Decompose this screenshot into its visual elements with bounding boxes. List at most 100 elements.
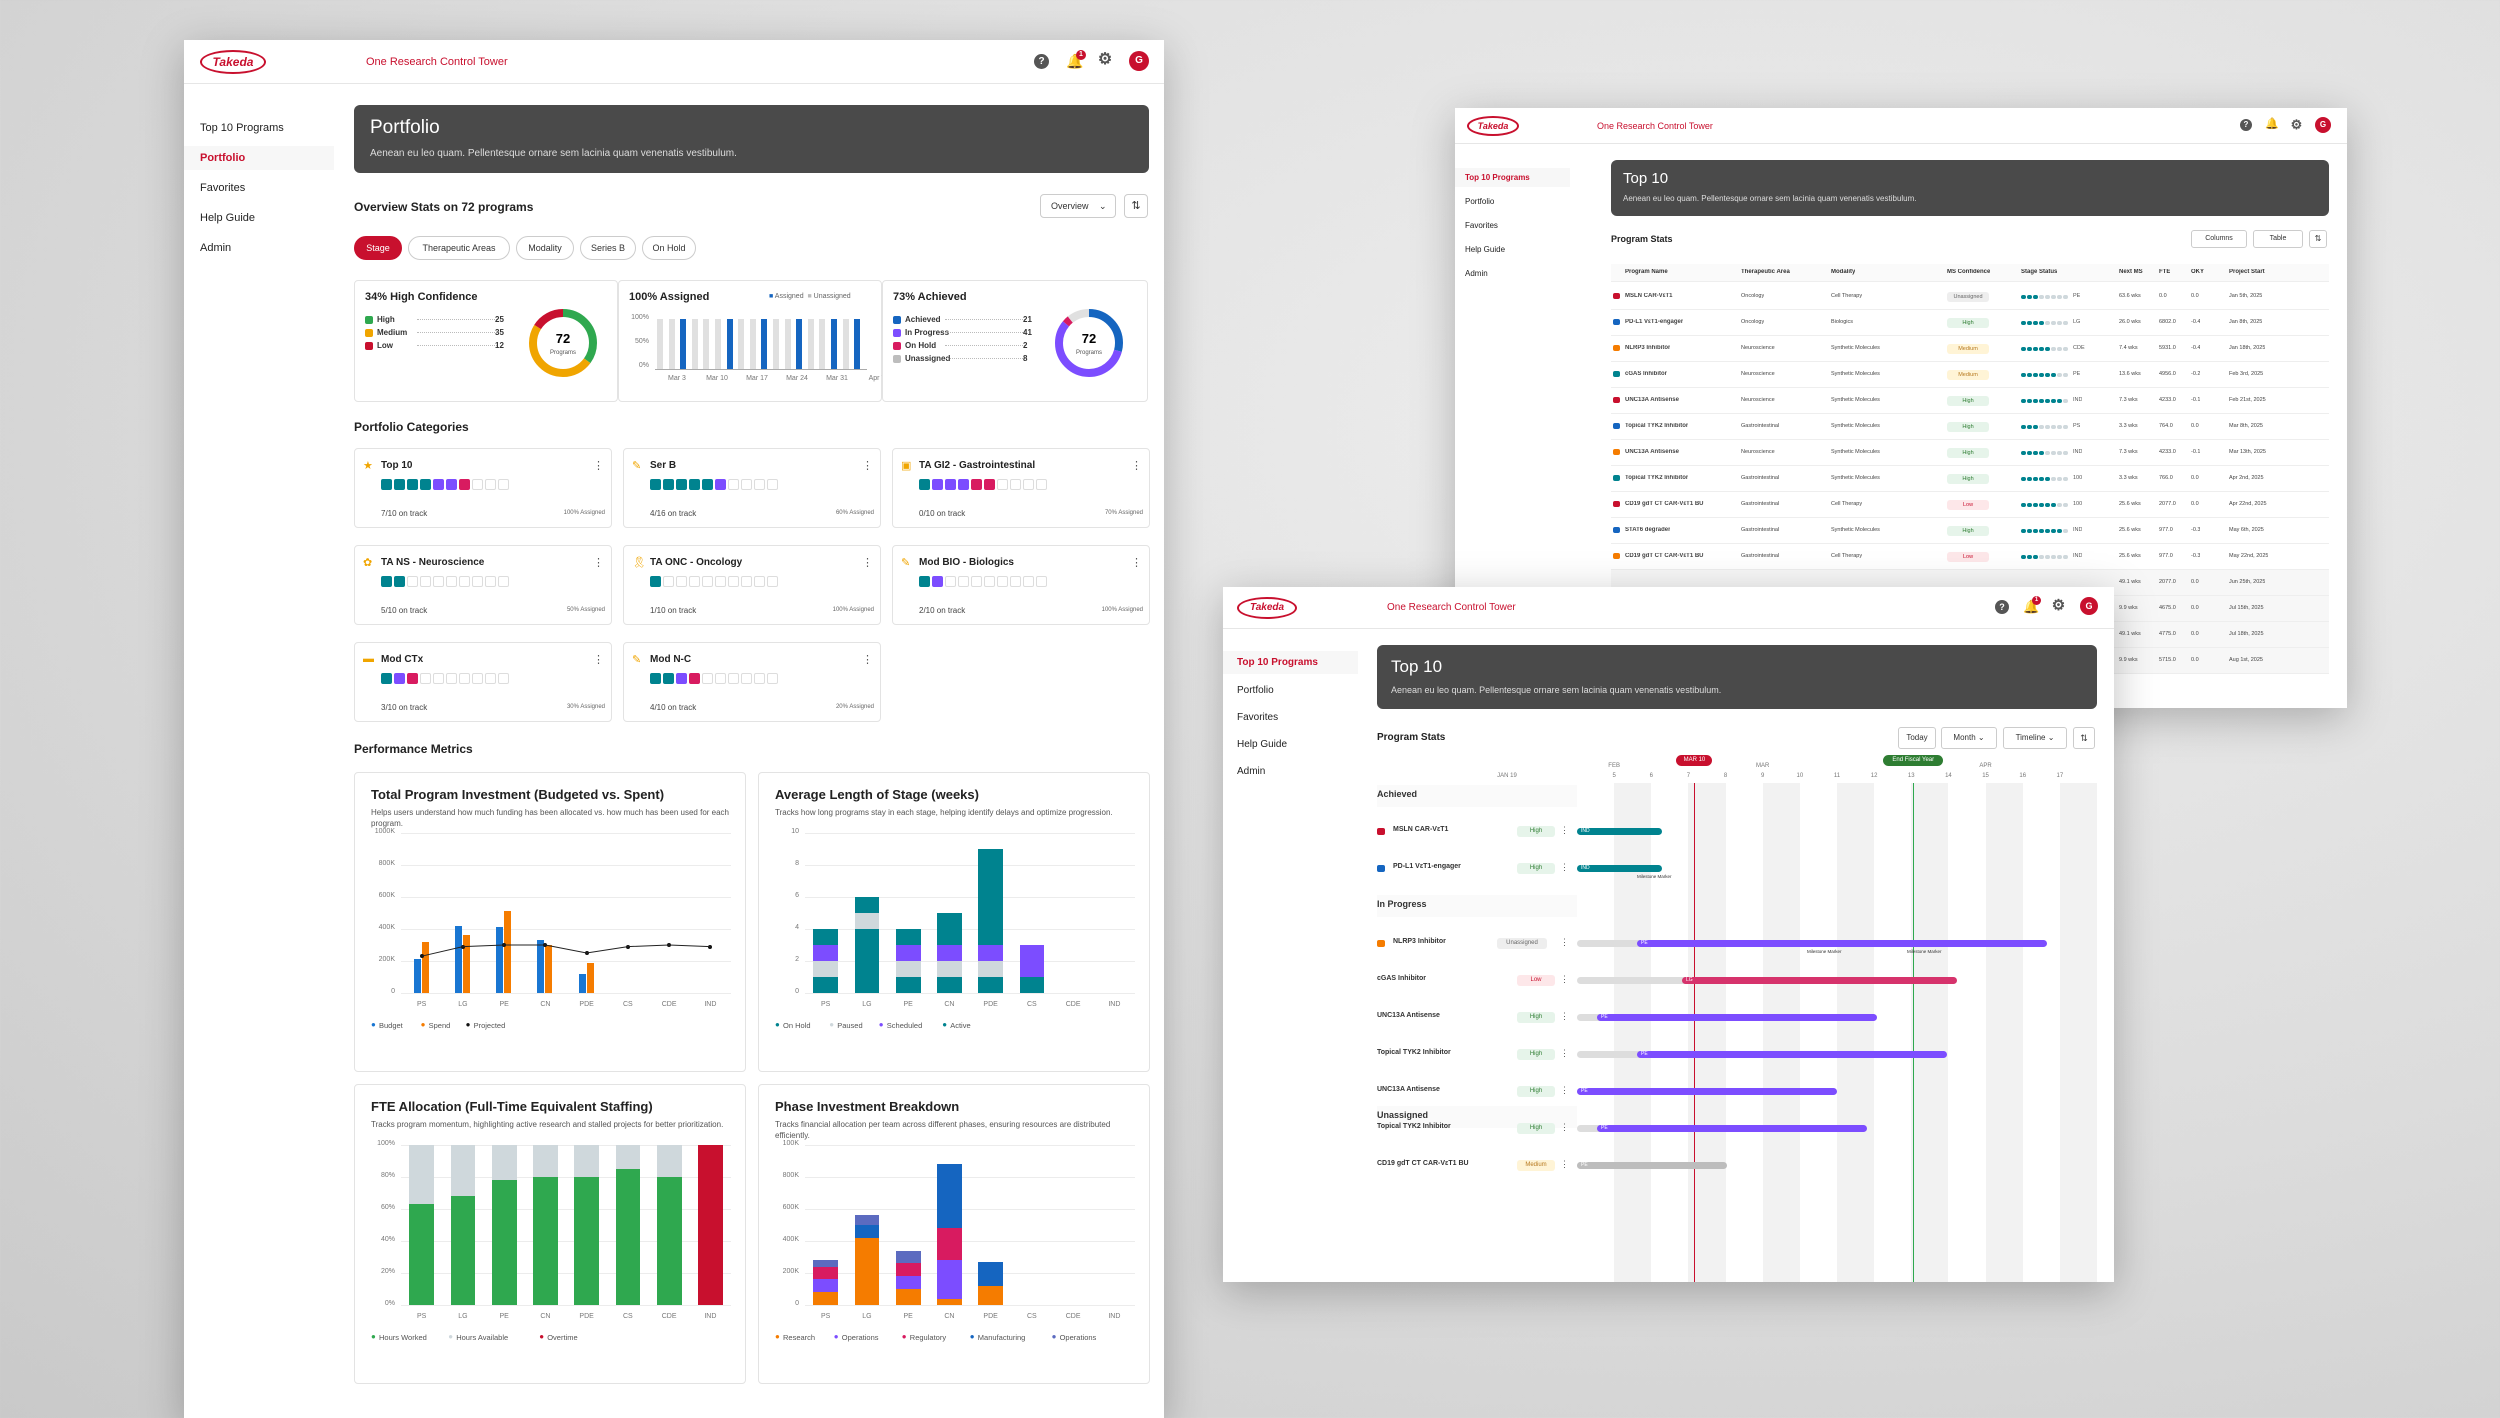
column-header[interactable]: Therapeutic Area: [1741, 269, 1790, 275]
nav-portfolio[interactable]: Portfolio: [184, 146, 334, 170]
table-row[interactable]: STAT6 degrader Gastrointestinal Synthetic …: [1611, 518, 2329, 544]
table-row[interactable]: UNC13A Antisense Neuroscience Synthetic Mo…: [1611, 388, 2329, 414]
nav-top10[interactable]: Top 10 Programs: [200, 122, 284, 134]
more-icon[interactable]: ⋮: [1560, 862, 1569, 872]
column-header[interactable]: MS Confidence: [1947, 269, 1991, 275]
table-row[interactable]: UNC13A Antisense Neuroscience Synthetic Mo…: [1611, 440, 2329, 466]
column-header[interactable]: Project Start: [2229, 269, 2265, 275]
table-row[interactable]: MSLN CAR-VεT1 Oncology Cell Therapy Unassig…: [1611, 284, 2329, 310]
app-title[interactable]: One Research Control Tower: [366, 56, 508, 68]
more-icon[interactable]: ⋮: [1560, 1048, 1569, 1058]
gantt-bar[interactable]: [1637, 940, 2047, 947]
filter-button[interactable]: ⇅: [2309, 230, 2327, 248]
overview-select[interactable]: Overview ⌄: [1040, 194, 1116, 218]
tab-therapeutic-areas[interactable]: Therapeutic Areas: [408, 236, 510, 260]
table-row[interactable]: Topical TYK2 Inhibitor Gastrointestinal Sy…: [1611, 414, 2329, 440]
more-icon[interactable]: ⋮: [1560, 1122, 1569, 1132]
nav-top10[interactable]: Top 10 Programs: [1455, 168, 1570, 187]
table-row[interactable]: cGAS Inhibitor Neuroscience Synthetic Mole…: [1611, 362, 2329, 388]
table-row[interactable]: NLRP3 Inhibitor Neuroscience Synthetic Mol…: [1611, 336, 2329, 362]
nav-favorites[interactable]: Favorites: [200, 182, 246, 194]
table-row[interactable]: PD-L1 VεT1-engager Oncology Biologics High L…: [1611, 310, 2329, 336]
avatar[interactable]: G: [2080, 597, 2098, 615]
avatar[interactable]: G: [2315, 117, 2331, 133]
app-title[interactable]: One Research Control Tower: [1597, 121, 1713, 131]
nav-favorites[interactable]: Favorites: [1465, 221, 1498, 230]
gantt-bar[interactable]: [1682, 977, 1957, 984]
more-icon[interactable]: ⋮: [1560, 1085, 1569, 1095]
column-header[interactable]: Program Name: [1625, 269, 1668, 275]
nav-help-guide[interactable]: Help Guide: [200, 212, 256, 224]
help-icon[interactable]: ?: [1995, 600, 2009, 614]
more-icon[interactable]: ⋮: [1131, 557, 1142, 569]
tab-series-b[interactable]: Series B: [580, 236, 636, 260]
more-icon[interactable]: ⋮: [1560, 974, 1569, 984]
gantt-bar[interactable]: [1637, 1051, 1947, 1058]
nav-portfolio[interactable]: Portfolio: [1237, 685, 1274, 696]
timeline-select[interactable]: Timeline ⌄: [2003, 727, 2067, 749]
category-card[interactable]: 🎗 TA ONC - Oncology ⋮ 1/10 on track 100% Ass…: [623, 545, 881, 625]
nav-help-guide[interactable]: Help Guide: [1237, 739, 1288, 750]
category-card[interactable]: ▣ TA GI2 - Gastrointestinal ⋮ 0/10 on track…: [892, 448, 1150, 528]
nav-admin[interactable]: Admin: [200, 242, 232, 254]
help-icon[interactable]: ?: [2240, 119, 2252, 131]
gear-icon[interactable]: ⚙: [1097, 51, 1113, 68]
more-icon[interactable]: ⋮: [1560, 1159, 1569, 1169]
gear-icon[interactable]: ⚙: [2051, 597, 2066, 614]
takeda-logo[interactable]: Takeda: [200, 50, 266, 74]
avatar[interactable]: G: [1129, 51, 1149, 71]
category-card[interactable]: ✿ TA NS - Neuroscience ⋮ 5/10 on track 50% A…: [354, 545, 612, 625]
today-button[interactable]: Today: [1898, 727, 1936, 749]
takeda-logo[interactable]: Takeda: [1237, 597, 1297, 619]
tab-on-hold[interactable]: On Hold: [642, 236, 696, 260]
table-row[interactable]: CD19 gdT CT CAR-VεT1 BU Gastrointestinal C…: [1611, 492, 2329, 518]
table-row[interactable]: Topical TYK2 Inhibitor Gastrointestinal Sy…: [1611, 466, 2329, 492]
category-card[interactable]: ✎ Ser B ⋮ 4/16 on track 60% Assigned: [623, 448, 881, 528]
category-card[interactable]: ✎ Mod BIO - Biologics ⋮ 2/10 on track 100% A…: [892, 545, 1150, 625]
gantt-bar[interactable]: [1597, 1014, 1877, 1021]
more-icon[interactable]: ⋮: [862, 460, 873, 472]
tab-modality[interactable]: Modality: [516, 236, 574, 260]
takeda-logo[interactable]: Takeda: [1467, 116, 1519, 136]
month-select[interactable]: Month ⌄: [1941, 727, 1997, 749]
app-title[interactable]: One Research Control Tower: [1387, 602, 1516, 613]
column-header[interactable]: OKY: [2191, 269, 2205, 275]
tab-stage[interactable]: Stage: [354, 236, 402, 260]
column-header[interactable]: Next MS: [2119, 269, 2143, 275]
gantt-bar[interactable]: [1577, 865, 1662, 872]
column-header[interactable]: Stage Status: [2021, 269, 2058, 275]
help-icon[interactable]: ?: [1034, 54, 1049, 69]
nav-admin[interactable]: Admin: [1465, 269, 1488, 278]
table-view-select[interactable]: Table: [2253, 230, 2303, 248]
column-header[interactable]: Modality: [1831, 269, 1856, 275]
gantt-bar[interactable]: [1577, 1162, 1727, 1169]
category-card[interactable]: ▬ Mod CTx ⋮ 3/10 on track 30% Assigned: [354, 642, 612, 722]
nav-help-guide[interactable]: Help Guide: [1465, 245, 1506, 254]
filter-button[interactable]: ⇅: [1124, 194, 1148, 218]
table-row[interactable]: CD19 gdT CT CAR-VεT1 BU Gastrointestinal C…: [1611, 544, 2329, 570]
progress-square: [741, 479, 752, 490]
bell-icon[interactable]: 🔔: [2265, 118, 2279, 130]
gantt-bar[interactable]: [1577, 1088, 1837, 1095]
nav-admin[interactable]: Admin: [1237, 766, 1266, 777]
more-icon[interactable]: ⋮: [593, 654, 604, 666]
column-header[interactable]: FTE: [2159, 269, 2171, 275]
category-card[interactable]: ✎ Mod N-C ⋮ 4/10 on track 20% Assigned: [623, 642, 881, 722]
more-icon[interactable]: ⋮: [1560, 937, 1569, 947]
nav-portfolio[interactable]: Portfolio: [1465, 197, 1495, 206]
filter-button[interactable]: ⇅: [2073, 727, 2095, 749]
category-card[interactable]: ★ Top 10 ⋮ 7/10 on track 100% Assigned: [354, 448, 612, 528]
gear-icon[interactable]: ⚙: [2290, 117, 2303, 132]
more-icon[interactable]: ⋮: [1560, 1011, 1569, 1021]
nav-top10[interactable]: Top 10 Programs: [1223, 651, 1358, 674]
more-icon[interactable]: ⋮: [593, 460, 604, 472]
gantt-bar[interactable]: [1597, 1125, 1867, 1132]
nav-favorites[interactable]: Favorites: [1237, 712, 1279, 723]
more-icon[interactable]: ⋮: [593, 557, 604, 569]
more-icon[interactable]: ⋮: [1131, 460, 1142, 472]
more-icon[interactable]: ⋮: [1560, 825, 1569, 835]
gantt-bar[interactable]: [1577, 828, 1662, 835]
more-icon[interactable]: ⋮: [862, 557, 873, 569]
columns-button[interactable]: Columns: [2191, 230, 2247, 248]
more-icon[interactable]: ⋮: [862, 654, 873, 666]
